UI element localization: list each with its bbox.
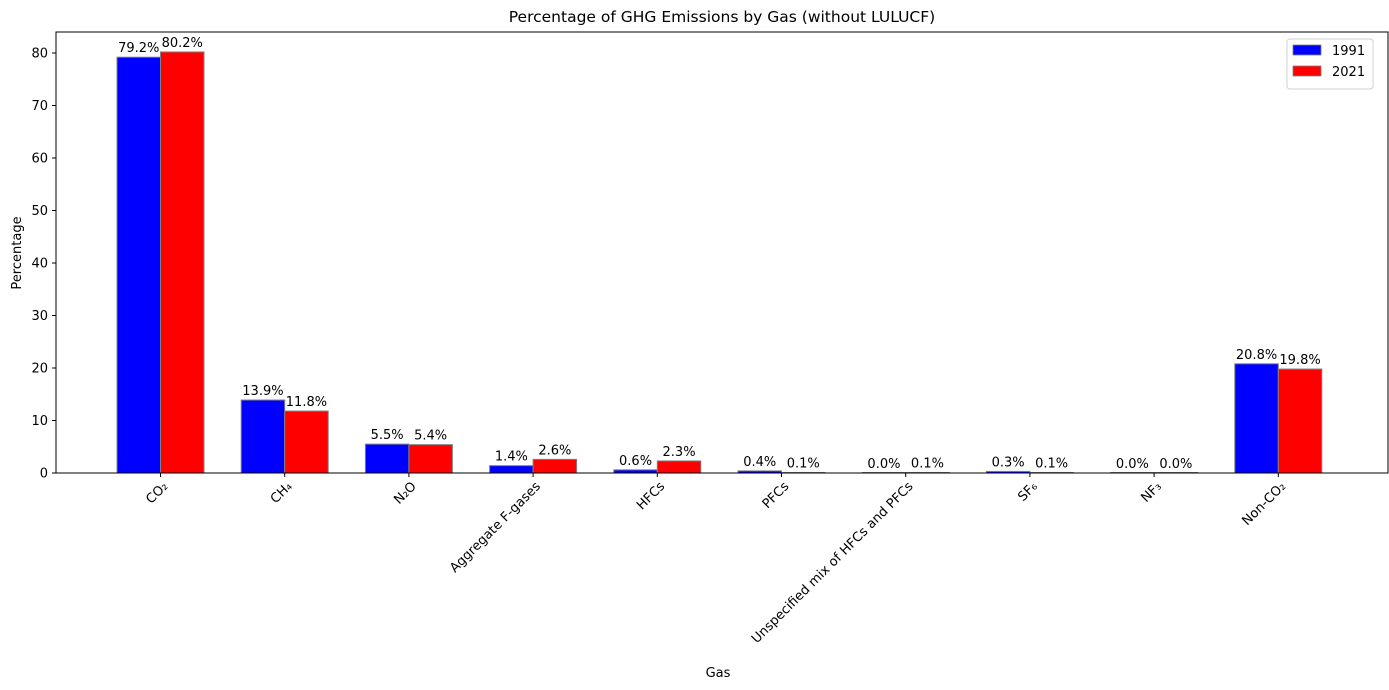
value-label-1991-non-co2: 20.8% (1236, 348, 1277, 363)
y-tick-label: 50 (31, 204, 48, 219)
y-tick-label: 60 (31, 152, 48, 167)
x-tick-label-co2: CO₂ (143, 479, 171, 507)
value-label-1991-pfcs: 0.4% (743, 455, 776, 470)
x-axis: CO₂ CH₄ N₂O Aggregate F-gases HFCs PFCsUnspec… (143, 473, 1289, 647)
value-label-2021-n2o: 5.4% (414, 429, 447, 444)
y-tick-label: 30 (31, 309, 48, 324)
value-label-2021-hfcs: 2.3% (663, 445, 696, 460)
x-tick-label-aggregate-f-gases: Aggregate F-gases (447, 479, 544, 576)
chart-title: Percentage of GHG Emissions by Gas (with… (509, 8, 935, 26)
value-label-2021-non-co2: 19.8% (1279, 353, 1320, 368)
plot-frame (55, 31, 1389, 474)
y-tick-label: 0 (40, 467, 48, 482)
y-tick-label: 40 (31, 257, 48, 272)
value-label-2021-unspecified-mix-of-hfcs-and-pfcs: 0.1% (911, 456, 944, 471)
value-label-1991-co2: 79.2% (118, 41, 159, 56)
legend-label-1991: 1991 (1332, 44, 1365, 59)
value-label-1991-sf6: 0.3% (992, 455, 1025, 470)
bar-1991-aggregate-f-gases (489, 465, 534, 474)
x-tick-label-pfcs: PFCs (760, 479, 793, 512)
bar-2021-n2o (408, 444, 453, 474)
y-axis: 0 10 20 30 40 50 60 70 80 (31, 47, 56, 482)
value-label-2021-co2: 80.2% (162, 36, 203, 51)
bar-2021-ch4 (284, 410, 329, 474)
plot-area: 79.2% 80.2% 13.9%11.8% 5.5% 5.4% 1.4% 2.6% 0.6%… (116, 36, 1323, 474)
bar-1991-non-co2 (1234, 363, 1279, 474)
x-tick-label-n2o: N₂O (391, 479, 419, 507)
x-axis-label: Gas (706, 666, 731, 681)
y-tick-label: 20 (31, 362, 48, 377)
x-tick-label-hfcs: HFCs (634, 479, 668, 513)
value-label-1991-nf3: 0.0% (1116, 457, 1149, 472)
value-label-2021-pfcs: 0.1% (787, 456, 820, 471)
y-axis-label: Percentage (10, 216, 25, 289)
bar-2021-aggregate-f-gases (532, 458, 578, 474)
legend-swatch-1991 (1292, 44, 1322, 56)
x-tick-label-sf6: SF₆ (1015, 479, 1040, 504)
value-label-2021-nf3: 0.0% (1159, 457, 1192, 472)
bar-2021-hfcs (656, 460, 702, 474)
value-label-1991-unspecified-mix-of-hfcs-and-pfcs: 0.0% (867, 457, 900, 472)
legend: 1991 2021 (1286, 38, 1374, 90)
value-label-2021-aggregate-f-gases: 2.6% (538, 443, 571, 458)
y-tick-label: 70 (31, 99, 48, 114)
value-label-1991-aggregate-f-gases: 1.4% (495, 450, 528, 465)
bar-2021-co2 (160, 51, 205, 474)
value-label-1991-hfcs: 0.6% (619, 454, 652, 469)
legend-label-2021: 2021 (1332, 65, 1365, 80)
x-tick-label-ch4: CH₄ (268, 479, 296, 507)
bar-2021-non-co2 (1277, 368, 1323, 474)
bar-1991-n2o (364, 443, 410, 474)
y-tick-label: 10 (31, 414, 48, 429)
bar-1991-ch4 (240, 399, 286, 474)
x-tick-label-nf3: NF₃ (1138, 479, 1164, 505)
value-label-2021-ch4: 11.8% (286, 395, 327, 410)
legend-swatch-2021 (1292, 65, 1322, 77)
bar-1991-co2 (116, 56, 161, 474)
value-label-2021-sf6: 0.1% (1035, 456, 1068, 471)
value-label-1991-ch4: 13.9% (242, 384, 283, 399)
value-label-1991-n2o: 5.5% (371, 428, 404, 443)
x-tick-label-non-co2: Non-CO₂ (1240, 479, 1290, 529)
y-tick-label: 80 (31, 47, 48, 62)
